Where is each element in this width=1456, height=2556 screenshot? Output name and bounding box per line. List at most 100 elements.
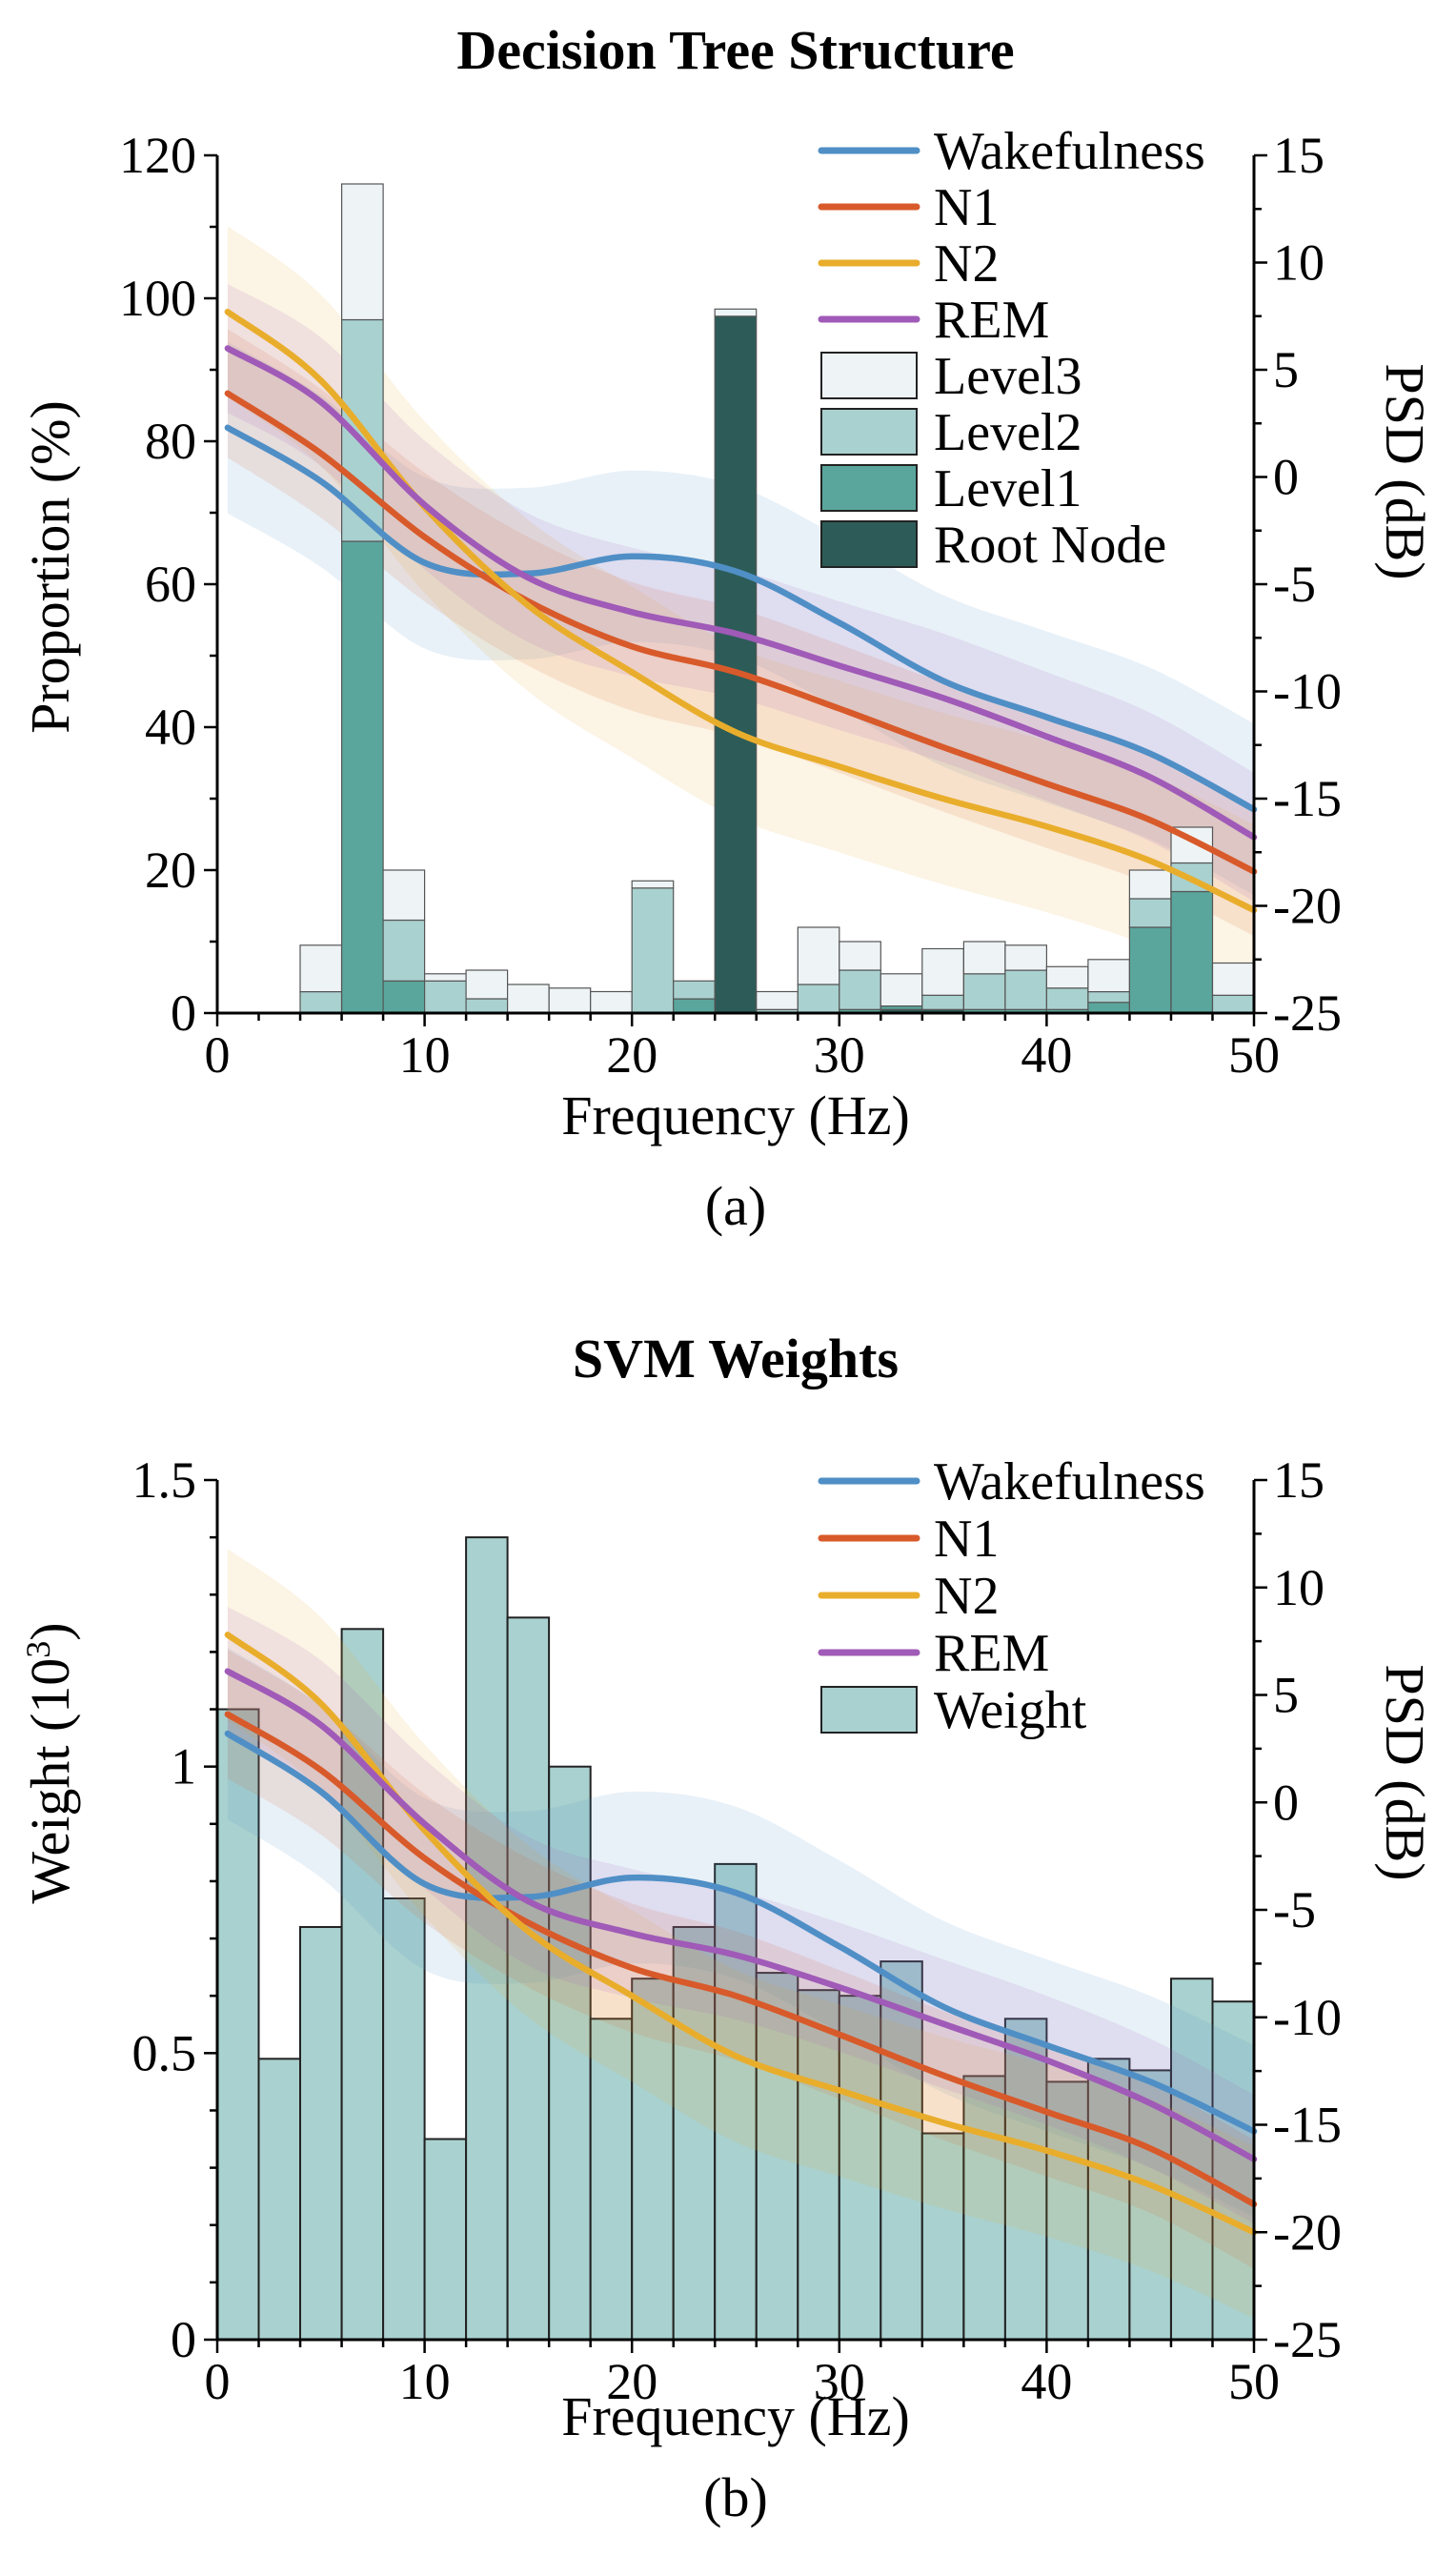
chart-a-bar-level2-35 <box>921 994 964 1010</box>
chart-a-axes: 0 10 20 30 40 50020406080100120-25-20-15-10-5… <box>119 127 1342 1084</box>
chart-a-y-tick-label: 60 <box>145 556 196 613</box>
chart-a-bars <box>299 183 1255 1014</box>
chart-a-bar-level3-25 <box>714 308 758 317</box>
chart-b-bar-weight-19 <box>589 2018 634 2342</box>
chart-a-bar-level2-11 <box>424 980 467 1014</box>
chart-a-bar-level3-7 <box>341 183 384 321</box>
chart-a-bar-level3-29 <box>797 926 840 985</box>
chart-a-bar-level3-37 <box>962 941 1006 975</box>
chart-a-bar-level3-45 <box>1128 869 1172 900</box>
chart-a-line-n1 <box>224 390 1258 875</box>
chart-a-bar-level1-7 <box>341 540 384 1014</box>
chart-b-legend-label-n1: N1 <box>934 1510 999 1569</box>
chart-a-legend-label-root-node: Root Node <box>934 516 1166 575</box>
chart-a-x-tick-label: 0 <box>205 1026 231 1084</box>
chart-b-lines <box>224 1632 1258 2236</box>
chart-a-bar-level3-13 <box>465 969 509 1000</box>
chart-a-bar-level3-19 <box>590 990 633 1014</box>
chart-b-y2-tick-label: -10 <box>1273 1989 1342 2046</box>
chart-a-y2-tick-label: -20 <box>1273 878 1342 935</box>
chart-b-x-axis-label: Frequency (Hz) <box>561 2385 910 2447</box>
chart-b-bar-weight-25 <box>714 1862 758 2342</box>
chart-a-y2-tick-label: 0 <box>1273 449 1299 506</box>
chart-a-lines <box>224 308 1258 914</box>
chart-a-y-tick-label: 20 <box>145 842 196 899</box>
chart-a-band-n2 <box>227 226 1254 996</box>
chart-a-x-tick-label: 50 <box>1228 1026 1280 1084</box>
chart-a-bar-level2-49 <box>1211 994 1255 1014</box>
chart-a-y2-tick-label: -25 <box>1273 984 1342 1042</box>
chart-b-bar-weight-5 <box>299 1926 343 2341</box>
chart-a-y2-tick-label: -15 <box>1273 770 1342 827</box>
chart-a-y-tick-label: 40 <box>145 699 196 756</box>
chart-b-x-tick-label: 0 <box>205 2353 231 2410</box>
chart-b-legend-swatch-weight <box>820 1686 918 1734</box>
chart-a-y-tick-label: 100 <box>119 270 196 327</box>
chart-a-line-rem <box>224 345 1258 841</box>
chart-b-bar-weight-3 <box>257 2058 301 2342</box>
chart-b-y-tick-label: 1.5 <box>132 1451 197 1509</box>
chart-a-legend-swatch-level1 <box>820 464 918 512</box>
chart-a-bar-level2-43 <box>1087 990 1131 1004</box>
chart-b-line-n2 <box>224 1632 1258 2236</box>
panel-b: SVM Weights 0 10 20 30 40 5000.511.5-25-20-15… <box>19 1328 1436 2528</box>
chart-a-bar-level3-39 <box>1004 944 1048 971</box>
chart-a-bar-level3-43 <box>1087 959 1131 993</box>
chart-b-bar-weight-31 <box>838 1995 882 2341</box>
chart-b-bar-weight-11 <box>423 2138 468 2341</box>
chart-b-line-n1 <box>224 1711 1258 2208</box>
chart-a-bar-level3-49 <box>1211 962 1255 996</box>
chart-a-legend-label-level2: Level2 <box>934 403 1082 462</box>
chart-a-caption: (a) <box>705 1175 766 1237</box>
chart-a-title: Decision Tree Structure <box>456 19 1014 81</box>
chart-a-bar-level2-5 <box>299 990 343 1014</box>
chart-b-x-tick-label: 30 <box>814 2353 865 2410</box>
chart-b-line-wakefulness <box>224 1730 1258 2135</box>
chart-b-y2-tick-label: 5 <box>1273 1667 1299 1724</box>
chart-b-y2-tick-label: -25 <box>1273 2311 1342 2368</box>
chart-a-line-n2 <box>224 308 1258 914</box>
chart-b-y2-tick-label: -15 <box>1273 2097 1342 2154</box>
chart-b-line-rem <box>224 1668 1258 2162</box>
chart-a-bar-root-node-25 <box>714 315 758 1014</box>
chart-b-y2-tick-label: -5 <box>1273 1881 1316 1938</box>
chart-a-y-tick-label: 80 <box>145 413 196 470</box>
chart-b-bar-weight-13 <box>465 1536 509 2341</box>
chart-a-bar-level2-31 <box>839 969 881 1010</box>
chart-a-bar-level2-13 <box>465 998 509 1014</box>
chart-b-bar-weight-45 <box>1128 2069 1172 2341</box>
chart-a-y2-axis-label: PSD (dB) <box>1374 363 1436 579</box>
chart-a-line-wakefulness <box>224 424 1258 813</box>
chart-a-bar-level2-9 <box>382 919 426 982</box>
chart-a-bar-level3-21 <box>631 880 675 889</box>
chart-b-x-tick-label: 40 <box>1021 2353 1072 2410</box>
chart-b-band-wakefulness <box>227 1647 1254 2218</box>
chart-a-legend: WakefulnessN1N2REMLevel3Level2Level1Root… <box>818 122 1205 575</box>
chart-a-legend-swatch-level3 <box>820 352 918 399</box>
chart-a-y-tick-label: 120 <box>119 127 196 184</box>
chart-b-y2-tick-label: 0 <box>1273 1774 1299 1831</box>
chart-a-bar-level3-27 <box>756 990 799 1010</box>
chart-b-y-tick-label: 1 <box>171 1738 196 1795</box>
chart-a-x-tick-label: 10 <box>399 1026 451 1084</box>
chart-a-y2-tick-label: 10 <box>1273 234 1325 292</box>
chart-a-legend-label-rem: REM <box>934 291 1049 350</box>
chart-a-y2-tick-label: 15 <box>1273 127 1325 184</box>
chart-a-y2-tick-label: -10 <box>1273 663 1342 720</box>
chart-b-band-rem <box>227 1607 1254 2224</box>
chart-a-legend-swatch-root-node <box>820 520 918 568</box>
chart-a-bar-level2-45 <box>1128 898 1172 928</box>
chart-b-y-axis-label-main: Weight (10 <box>19 1658 81 1904</box>
chart-b-y2-axis-label: PSD (dB) <box>1374 1664 1436 1880</box>
chart-a-x-tick-label: 20 <box>606 1026 657 1084</box>
chart-a-bar-level3-9 <box>382 869 426 922</box>
chart-b-x-tick-label: 50 <box>1228 2353 1280 2410</box>
chart-b-y-axis-label: Weight (103) <box>19 1622 81 1903</box>
chart-b-x-tick-label: 10 <box>399 2353 451 2410</box>
chart-b-bar-weight-29 <box>797 1989 840 2341</box>
chart-a-bar-level2-41 <box>1045 987 1089 1010</box>
chart-a-bar-level2-29 <box>797 984 840 1014</box>
chart-b-bar-weight-43 <box>1086 2058 1131 2342</box>
chart-b-bar-weight-49 <box>1211 2000 1255 2341</box>
